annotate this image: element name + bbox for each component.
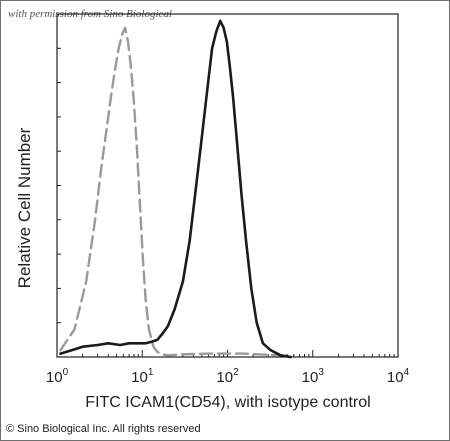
x-tick-label: 102 [216, 367, 239, 386]
x-tick-label: 103 [302, 367, 325, 386]
plot-axes [56, 13, 399, 358]
copyright-text: © Sino Biological Inc. All rights reserv… [6, 423, 201, 435]
series-icam1-line [59, 19, 292, 359]
x-tick-label: 104 [387, 367, 410, 386]
series-layer [59, 19, 292, 359]
x-axis-label: FITC ICAM1(CD54), with isotype control [85, 394, 370, 411]
histogram-chart: 100 101 102 103 104 Relative Cell Number FIT… [15, 13, 410, 411]
series-isotype-control-line [59, 26, 280, 357]
x-tick-label: 101 [131, 367, 154, 386]
x-tick-labels: 100 101 102 103 104 [46, 367, 410, 386]
x-tick-label: 100 [46, 367, 69, 386]
plot-border [56, 13, 399, 358]
y-axis-label: Relative Cell Number [15, 127, 34, 288]
